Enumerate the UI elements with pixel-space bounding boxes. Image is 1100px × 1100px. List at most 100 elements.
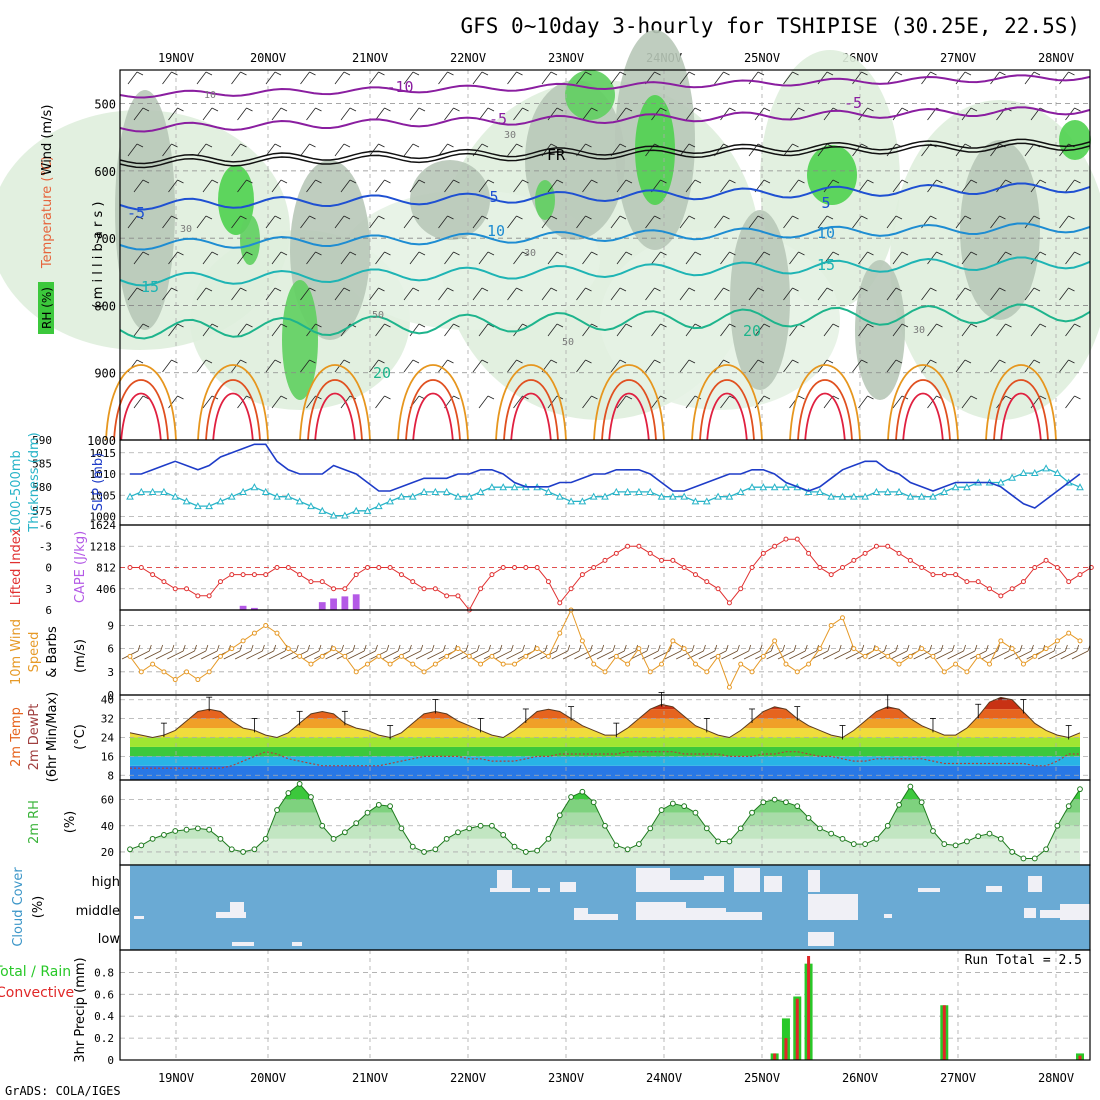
temp-contour-warm (314, 392, 356, 441)
date-tick-label: 22NOV (450, 51, 486, 65)
lifted-index-marker (636, 543, 642, 549)
wind-barb (378, 71, 385, 76)
wind-barb (168, 179, 178, 193)
wind-barb (481, 287, 489, 292)
rh-marker (353, 820, 360, 827)
wind-barb (826, 215, 834, 220)
wind-barb (318, 644, 322, 652)
lifted-index-marker (726, 600, 732, 606)
wind-barb (890, 650, 908, 660)
wind-barb (403, 143, 414, 157)
wind-barb (861, 359, 868, 364)
wind-barb (714, 215, 724, 229)
contour-label: 30 (180, 224, 192, 235)
wind-barb (625, 323, 633, 328)
wind-barb (522, 644, 525, 652)
cloud-block (134, 916, 144, 919)
lifted-index-marker (195, 593, 201, 599)
wind-barb (616, 395, 627, 409)
wind-barb (384, 395, 391, 400)
lifted-index-marker (1009, 586, 1015, 592)
lifted-index-marker (297, 572, 303, 578)
wind-barb (409, 251, 420, 265)
wind-barb (685, 179, 696, 193)
wind-barb (412, 359, 420, 364)
wind-barb (832, 395, 840, 400)
wind-barb (783, 143, 793, 157)
wind-barb (1068, 71, 1075, 76)
temp-band (130, 699, 1080, 710)
wind-barb (547, 251, 558, 265)
wind-barb (729, 179, 736, 184)
rh-marker (138, 842, 145, 849)
wind-barb (472, 71, 483, 85)
wind-barb (211, 107, 219, 112)
cloud-block (808, 932, 834, 946)
wind-barb (556, 179, 564, 184)
wind-barb (516, 287, 523, 292)
cape-bar (239, 605, 247, 610)
rh-marker (296, 781, 303, 787)
wind-barb (723, 215, 730, 220)
lifted-index-marker (308, 579, 314, 585)
thickness-marker (669, 492, 677, 500)
lifted-index-marker (444, 593, 450, 599)
date-tick-label: 28NOV (1038, 51, 1074, 65)
wind-barb (685, 107, 696, 121)
cape-bar (251, 607, 258, 610)
wind-barb (513, 107, 523, 121)
temp-band (130, 746, 1080, 757)
wind-barb (679, 287, 690, 301)
wind-barb (861, 644, 865, 652)
thickness-marker (963, 483, 971, 491)
wind-barb (231, 215, 241, 229)
cloud-block (1040, 910, 1060, 918)
wind-barb (1037, 650, 1055, 660)
thickness-marker (1076, 483, 1084, 491)
date-tick-label: 19NOV (158, 51, 194, 65)
wind-barb (223, 650, 240, 660)
wind-barb (817, 215, 828, 229)
wind-barb (664, 650, 682, 660)
wind-speed-marker (523, 653, 529, 659)
wind-barb (1005, 395, 1012, 400)
wind-barb (895, 287, 903, 292)
wind-barb (315, 179, 322, 184)
wind-barb (265, 359, 276, 373)
thickness-marker (940, 487, 949, 495)
wind-barb (231, 287, 241, 301)
wind-barb (384, 107, 391, 112)
wind-barb (625, 179, 633, 184)
wind-barb (487, 107, 495, 112)
panel-lifted-cape: -6 -3 0 3 6 406 812 1218 1624 Lifted Index CAPE (J… (9, 519, 1094, 617)
wind-barb (507, 359, 517, 373)
wind-barb (162, 287, 172, 301)
wind-barb (651, 395, 661, 409)
rh-marker (816, 825, 823, 832)
rh-shade (1059, 120, 1091, 160)
wind-barb (585, 650, 602, 660)
lifted-index-line (130, 538, 1092, 611)
wind-barb (444, 179, 454, 193)
wind-barb (246, 323, 253, 328)
thickness-marker (386, 497, 394, 505)
thickness-marker (782, 483, 790, 491)
wind-speed-marker (670, 638, 676, 644)
wind-barb (231, 71, 241, 85)
wind-barb (576, 71, 586, 85)
wind-barb (729, 107, 736, 112)
wind-speed-marker (817, 646, 823, 652)
wind-barb (196, 287, 207, 301)
wind-barb (886, 287, 897, 301)
wind-barb (369, 71, 379, 85)
rh-marker (568, 794, 574, 800)
wind-speed-marker (319, 653, 325, 659)
wind-barb (196, 215, 207, 229)
wind-speed-marker (941, 669, 947, 675)
wind-barb (507, 71, 517, 85)
wind-barb (237, 107, 247, 121)
temp-contour-warm (405, 379, 461, 441)
wind-barb (265, 143, 276, 157)
wind-barb (792, 143, 799, 148)
date-tick-label: 23NOV (548, 51, 584, 65)
